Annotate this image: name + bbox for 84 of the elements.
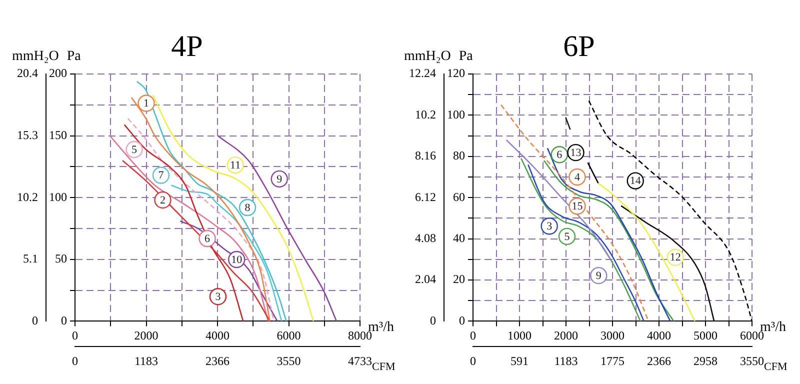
y-tick-label: 100 (49, 190, 67, 204)
y-tick-label: 0 (459, 313, 465, 328)
y2-tick-label: 10.2 (415, 107, 436, 122)
x2-tick-label: 1775 (600, 354, 624, 368)
chart-title: 6P (563, 30, 595, 63)
x-tick-label: 5000 (694, 328, 718, 343)
annotation: 9 (596, 270, 602, 282)
y2-tick-label: 12.24 (409, 66, 436, 80)
chart-title: 4P (171, 30, 203, 63)
y-tick-label: 50 (55, 252, 67, 266)
x2-tick-label: 3550 (276, 354, 301, 368)
x2-tick-label: 1183 (134, 354, 158, 368)
y2-axis-title: mmH₂O (12, 49, 59, 64)
y2-tick-label: 4.08 (415, 230, 436, 245)
x2-tick-label: 4733 (348, 354, 372, 368)
line-series (620, 205, 715, 322)
x2-tick-label: 3550 (740, 354, 764, 368)
line-series (179, 220, 278, 322)
x-tick-label: 0 (72, 328, 78, 343)
line-series (500, 104, 650, 322)
annotation: 3 (546, 220, 553, 233)
y-tick-label: 60 (453, 190, 465, 204)
annotation: 14 (630, 175, 642, 188)
annotation: 8 (244, 202, 251, 214)
y2-tick-label: 8.16 (415, 148, 436, 163)
y-tick-label: 100 (447, 107, 465, 122)
annotation: 13 (570, 146, 582, 159)
y2-tick-label: 0 (32, 313, 38, 328)
line-series (217, 135, 338, 322)
annotation: 12 (670, 252, 681, 264)
line-series (122, 160, 271, 322)
annotation: 5 (132, 144, 138, 156)
y-tick-label: 40 (453, 230, 465, 245)
y-tick-label: 200 (49, 66, 67, 80)
line-series (124, 124, 244, 322)
annotation: 15 (572, 200, 584, 213)
y2-tick-label: 5.1 (23, 252, 38, 266)
annotation: 1 (144, 98, 149, 110)
annotation: 3 (215, 290, 222, 303)
annotation: 5 (564, 230, 570, 243)
annotation: 9 (276, 173, 283, 186)
x2-tick-label: 2366 (646, 354, 671, 368)
y2-tick-label: 6.12 (415, 190, 436, 204)
y2-tick-label: 0 (430, 313, 436, 328)
x-tick-label: 4000 (206, 328, 230, 343)
annotation: 6 (556, 149, 563, 162)
annotation: 6 (204, 232, 211, 245)
x2-tick-label: 0 (72, 354, 78, 368)
x2-tick-label: 2958 (693, 354, 718, 368)
annotation: 10 (231, 254, 243, 266)
line-series (506, 139, 612, 260)
x-tick-label: 6000 (276, 328, 301, 343)
annotation: 7 (158, 170, 164, 182)
annotation: 4 (574, 171, 580, 184)
x2-tick-label: 0 (470, 354, 476, 368)
x-tick-label: 1000 (508, 328, 532, 343)
x-tick-label: 0 (470, 328, 476, 343)
x-tick-label: 4000 (647, 328, 671, 343)
y2-tick-label: 15.3 (17, 128, 38, 142)
x2-tick-label: 591 (510, 354, 528, 368)
y-axis-title: Pa (458, 49, 474, 64)
y-tick-label: 120 (447, 66, 465, 80)
line-series (170, 184, 282, 322)
x2-tick-label: 2366 (205, 354, 230, 368)
x-tick-label: 2000 (134, 328, 158, 343)
y2-axis-title: mmH₂O (404, 49, 451, 64)
y-tick-label: 0 (61, 313, 67, 328)
y-tick-label: 150 (49, 128, 67, 142)
line-series (109, 135, 269, 322)
line-series (598, 182, 696, 322)
annotation: 2 (160, 194, 166, 206)
x2-tick-label: 1183 (554, 354, 578, 368)
x-tick-label: 2000 (554, 328, 578, 343)
annotation: 11 (230, 159, 241, 172)
x-tick-label: 3000 (600, 328, 624, 343)
y-tick-label: 80 (453, 148, 465, 163)
y2-tick-label: 20.4 (17, 66, 38, 80)
x2-axis-title: CFM (764, 361, 788, 373)
y-axis-title: Pa (66, 49, 82, 64)
line-series (136, 80, 287, 322)
y2-tick-label: 10.2 (17, 190, 38, 204)
x2-axis-title: CFM (372, 361, 396, 373)
y-tick-label: 20 (453, 272, 465, 286)
y2-tick-label: 2.04 (415, 272, 436, 286)
